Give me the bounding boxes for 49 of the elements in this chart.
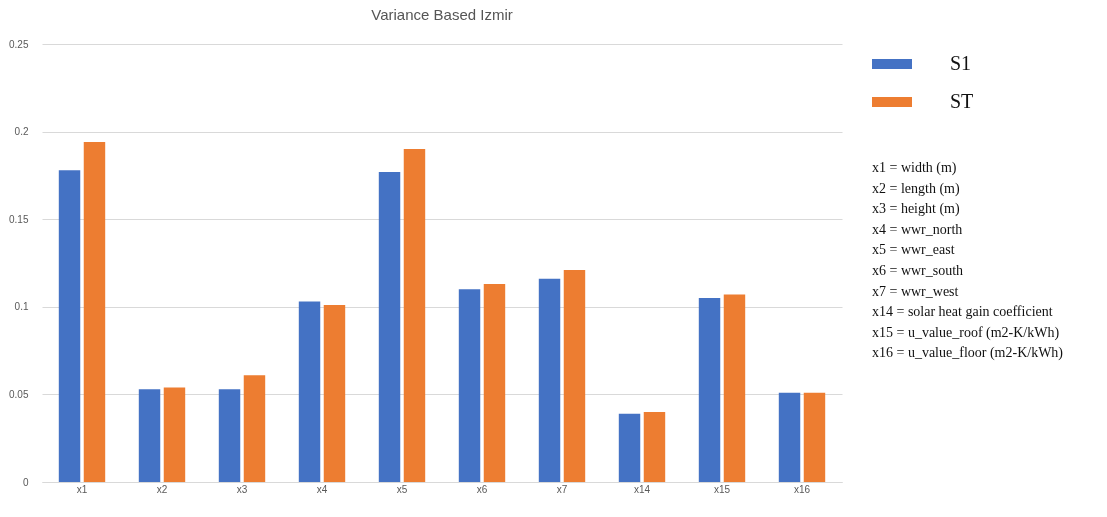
bar xyxy=(618,413,641,482)
x-tick-label: x14 xyxy=(633,483,651,495)
bar xyxy=(323,305,346,482)
bar xyxy=(483,284,506,482)
text: x6 = wwr_south xyxy=(872,261,965,280)
bar xyxy=(458,289,481,482)
legend-label: ST xyxy=(950,90,974,112)
bar xyxy=(243,375,266,482)
legend-label: S1 xyxy=(950,52,972,74)
bar xyxy=(218,389,241,482)
x-tick-label: x3 xyxy=(236,483,248,495)
bar xyxy=(138,389,161,482)
y-tick-label: 0.1 xyxy=(14,301,29,313)
chart-title: Variance Based Izmir xyxy=(371,6,513,23)
text: x5 = wwr_east xyxy=(872,241,956,260)
bar xyxy=(723,294,746,482)
text: x16 = u_value_floor (m2-K/kWh) xyxy=(872,344,1064,363)
x-tick-label: x5 xyxy=(396,483,408,495)
bar xyxy=(563,270,586,482)
y-tick-label: 0.05 xyxy=(9,388,29,400)
text: x7 = wwr_west xyxy=(872,282,960,301)
text: x3 = height (m) xyxy=(872,200,961,219)
bar xyxy=(58,170,81,482)
bar xyxy=(83,142,106,482)
bar xyxy=(778,392,801,482)
bar xyxy=(378,171,401,482)
x-tick-label: x6 xyxy=(476,483,488,495)
x-tick-label: x15 xyxy=(713,483,731,495)
x-tick-label: x16 xyxy=(793,483,811,495)
y-tick-label: 0.2 xyxy=(14,126,29,138)
bar xyxy=(163,387,186,482)
bar xyxy=(298,301,321,482)
text: x4 = wwr_north xyxy=(872,220,964,239)
x-tick-label: x2 xyxy=(156,483,168,495)
bar xyxy=(538,278,561,482)
text: x15 = u_value_roof (m2-K/kWh) xyxy=(872,323,1061,342)
y-tick-label: 0 xyxy=(22,476,29,488)
x-tick-label: x7 xyxy=(556,483,568,495)
bar xyxy=(698,298,721,482)
bar xyxy=(643,411,666,482)
x-tick-label: x1 xyxy=(76,483,88,495)
y-tick-label: 0.15 xyxy=(9,213,29,225)
y-tick-label: 0.25 xyxy=(9,38,29,50)
bar xyxy=(803,392,826,482)
text: x14 = solar heat gain coefficient xyxy=(872,303,1054,322)
text: x2 = length (m) xyxy=(872,179,961,198)
x-tick-label: x4 xyxy=(316,483,328,495)
bar xyxy=(403,149,426,482)
text: x1 = width (m) xyxy=(872,159,958,177)
